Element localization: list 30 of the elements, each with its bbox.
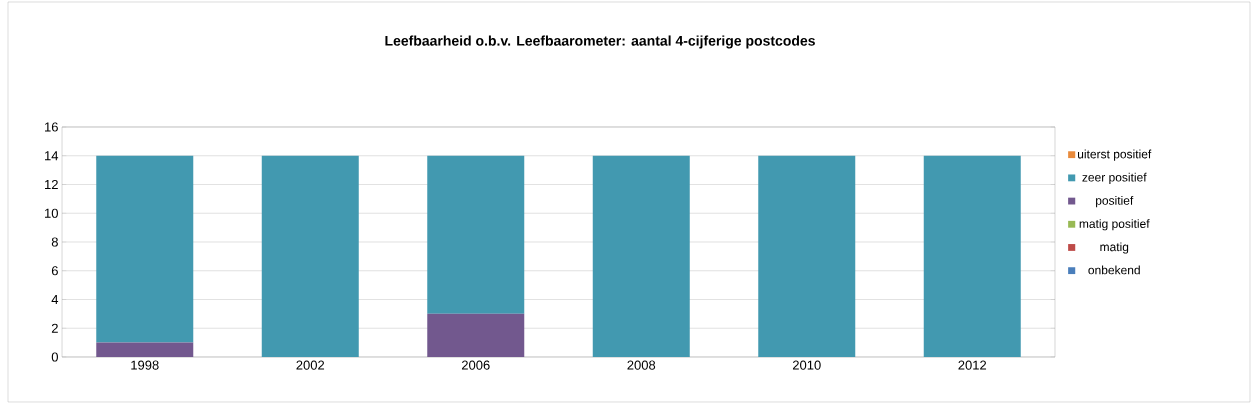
x-tick-label: 2006 — [461, 360, 490, 370]
bar — [427, 155, 525, 314]
bar — [96, 155, 194, 343]
y-tick-label: 4 — [51, 295, 59, 304]
y-tick-label: 12 — [45, 179, 58, 190]
bar — [592, 155, 690, 357]
y-tick-label: 0 — [51, 352, 58, 362]
y-tick-label: 8 — [51, 237, 58, 247]
legend-label: onbekend — [1088, 265, 1140, 275]
y-tick-label: 2 — [51, 323, 58, 333]
y-tick-label: 16 — [45, 122, 58, 132]
bar — [923, 155, 1021, 357]
x-tick-label: 2002 — [296, 360, 325, 370]
y-tick-label: 6 — [51, 266, 58, 276]
y-tick-label: 14 — [45, 151, 59, 161]
bar — [261, 155, 359, 357]
x-tick-label: 2012 — [958, 360, 987, 370]
legend-label: matig — [1100, 242, 1129, 254]
x-tick-label: 1998 — [131, 360, 159, 370]
bar — [758, 155, 856, 357]
x-tick-label: 2008 — [627, 360, 656, 370]
x-tick-label: 2010 — [792, 360, 821, 370]
legend-label: uiterst positief — [1078, 149, 1152, 161]
legend-label: matig positief — [1079, 219, 1150, 231]
bar — [427, 313, 525, 357]
legend-label: zeer positief — [1082, 172, 1147, 184]
legend-label: positief — [1096, 195, 1134, 208]
bar — [96, 342, 194, 357]
y-tick-label: 10 — [45, 208, 58, 218]
chart-title: Leefbaarheid o.b.v. Leefbaarometer: aantal 4-cijferige postcodes — [385, 35, 815, 49]
